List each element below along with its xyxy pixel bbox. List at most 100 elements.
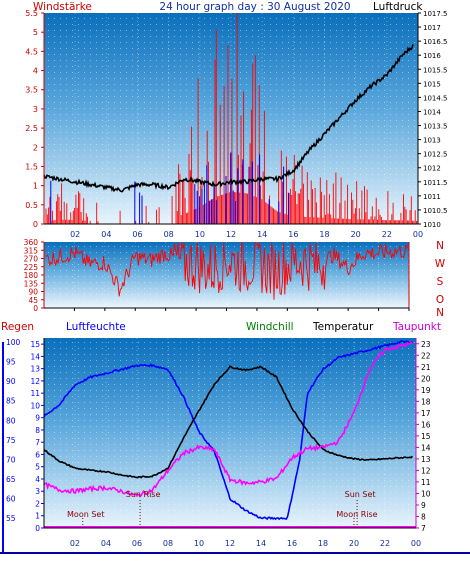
humidity-tick-label: 95 bbox=[6, 358, 16, 367]
humidity-tick-label: 75 bbox=[6, 436, 16, 445]
x-tick-label: 08 bbox=[164, 230, 174, 239]
humidity-tick-label: 65 bbox=[6, 475, 16, 484]
humidity-tick-label: 70 bbox=[6, 455, 16, 464]
left-tick-label: 360 bbox=[24, 238, 39, 247]
right-tick-label: 1015 bbox=[423, 80, 441, 88]
marker-label: Sun Rise bbox=[126, 490, 161, 499]
temperature-tick-label: 9 bbox=[421, 501, 426, 510]
right-tick-label: 1016.5 bbox=[423, 38, 448, 46]
left-tick-label: 1 bbox=[33, 182, 38, 191]
left-tick-label: 4 bbox=[33, 67, 38, 76]
regen-title: Regen bbox=[1, 321, 34, 333]
right-tick-label: 1017.5 bbox=[423, 10, 448, 18]
temperature-tick-label: 17 bbox=[421, 409, 431, 418]
temperature-tick-label: 7 bbox=[421, 524, 426, 533]
regen-tick-label: 7 bbox=[35, 438, 40, 447]
right-tick-label: 1010.5 bbox=[423, 207, 448, 215]
compass-letter: S bbox=[437, 276, 444, 288]
x-tick-label: 02 bbox=[70, 539, 80, 548]
x-tick-label: 20 bbox=[351, 230, 361, 239]
left-tick-label: 0 bbox=[33, 304, 38, 313]
x-tick-label: 08 bbox=[163, 539, 173, 548]
left-tick-label: 135 bbox=[24, 279, 39, 288]
right-tick-label: 1014 bbox=[423, 108, 441, 116]
marker-label: Moon Set bbox=[67, 510, 104, 519]
regen-tick-label: 4 bbox=[35, 475, 40, 484]
right-tick-label: 1010 bbox=[423, 221, 441, 229]
x-tick-label: 16 bbox=[288, 230, 298, 239]
left-tick-label: 90 bbox=[28, 288, 38, 297]
x-tick-label: 00 bbox=[413, 230, 423, 239]
left-tick-label: 0.5 bbox=[25, 201, 38, 210]
right-tick-label: 1011.5 bbox=[423, 179, 448, 187]
regen-tick-label: 3 bbox=[35, 487, 40, 496]
temperature-tick-label: 20 bbox=[421, 374, 431, 383]
left-tick-label: 180 bbox=[24, 271, 39, 280]
temperature-tick-label: 23 bbox=[421, 340, 431, 349]
axes-3: 5560657075808590951000123456789101112131… bbox=[0, 338, 470, 554]
right-tick-label: 1011 bbox=[423, 193, 441, 201]
temperature-tick-label: 8 bbox=[421, 512, 426, 521]
panel-humidity-temperature: Regen Luftfeuchte Windchill Temperatur T… bbox=[0, 321, 470, 554]
temperature-tick-label: 10 bbox=[421, 489, 431, 498]
x-tick-label: 10 bbox=[195, 230, 205, 239]
x-tick-label: 14 bbox=[256, 539, 266, 548]
temperature-line bbox=[43, 365, 414, 479]
gust-series bbox=[50, 152, 289, 224]
x-tick-label: 04 bbox=[101, 230, 111, 239]
temperature-tick-label: 19 bbox=[421, 386, 431, 395]
regen-tick-label: 15 bbox=[30, 340, 40, 349]
regen-tick-label: 1 bbox=[35, 512, 40, 521]
regen-tick-label: 8 bbox=[35, 426, 40, 435]
x-tick-label: 18 bbox=[319, 230, 329, 239]
temperature-tick-label: 16 bbox=[421, 420, 431, 429]
x-tick-label: 14 bbox=[257, 230, 267, 239]
left-tick-label: 0 bbox=[33, 220, 38, 229]
x-tick-label: 02 bbox=[70, 230, 80, 239]
compass-letter: N bbox=[436, 240, 444, 252]
humidity-tick-label: 85 bbox=[6, 397, 16, 406]
x-tick-label: 18 bbox=[318, 539, 328, 548]
compass-letter: N bbox=[436, 307, 444, 319]
regen-tick-label: 11 bbox=[30, 389, 40, 398]
dewpoint-line bbox=[43, 341, 414, 498]
legend-luftfeuchte: Luftfeuchte bbox=[66, 321, 126, 333]
panel-wind-pressure: 24 hour graph day : 30 August 2020 Winds… bbox=[25, 1, 447, 239]
left-tick-label: 270 bbox=[24, 255, 39, 264]
temperature-tick-label: 11 bbox=[421, 478, 431, 487]
temperature-tick-label: 18 bbox=[421, 397, 431, 406]
legend-taupunkt: Taupunkt bbox=[392, 321, 441, 333]
regen-tick-label: 9 bbox=[35, 414, 40, 423]
humidity-tick-label: 100 bbox=[6, 338, 21, 347]
astro-markers: Moon Set Sun Rise Sun Set Moon Rise bbox=[67, 490, 378, 528]
left-tick-label: 5.5 bbox=[25, 9, 38, 18]
humidity-tick-label: 80 bbox=[6, 416, 16, 425]
left-tick-label: 2 bbox=[33, 143, 38, 152]
compass-letter: O bbox=[436, 294, 444, 306]
regen-tick-label: 10 bbox=[30, 401, 40, 410]
regen-tick-label: 12 bbox=[30, 377, 40, 386]
left-tick-label: 3 bbox=[33, 105, 38, 114]
left-tick-label: 225 bbox=[24, 263, 39, 272]
direction-series bbox=[45, 242, 409, 300]
x-tick-label: 06 bbox=[132, 230, 142, 239]
x-tick-label: 12 bbox=[226, 230, 236, 239]
humidity-tick-label: 90 bbox=[6, 377, 16, 386]
x-tick-label: 20 bbox=[349, 539, 359, 548]
left-axis-title: Windstärke bbox=[33, 1, 92, 13]
marker-label: Moon Rise bbox=[336, 510, 377, 519]
x-tick-label: 22 bbox=[382, 230, 392, 239]
right-tick-label: 1013 bbox=[423, 137, 441, 145]
x-tick-label: 04 bbox=[101, 539, 111, 548]
x-tick-label: 12 bbox=[225, 539, 235, 548]
temperature-tick-label: 13 bbox=[421, 455, 431, 464]
right-tick-label: 1012 bbox=[423, 165, 441, 173]
gust-spikes bbox=[50, 152, 289, 224]
regen-tick-label: 13 bbox=[30, 365, 40, 374]
left-tick-label: 2.5 bbox=[25, 124, 38, 133]
humidity-tick-label: 60 bbox=[6, 495, 16, 504]
temperature-tick-label: 14 bbox=[421, 443, 431, 452]
